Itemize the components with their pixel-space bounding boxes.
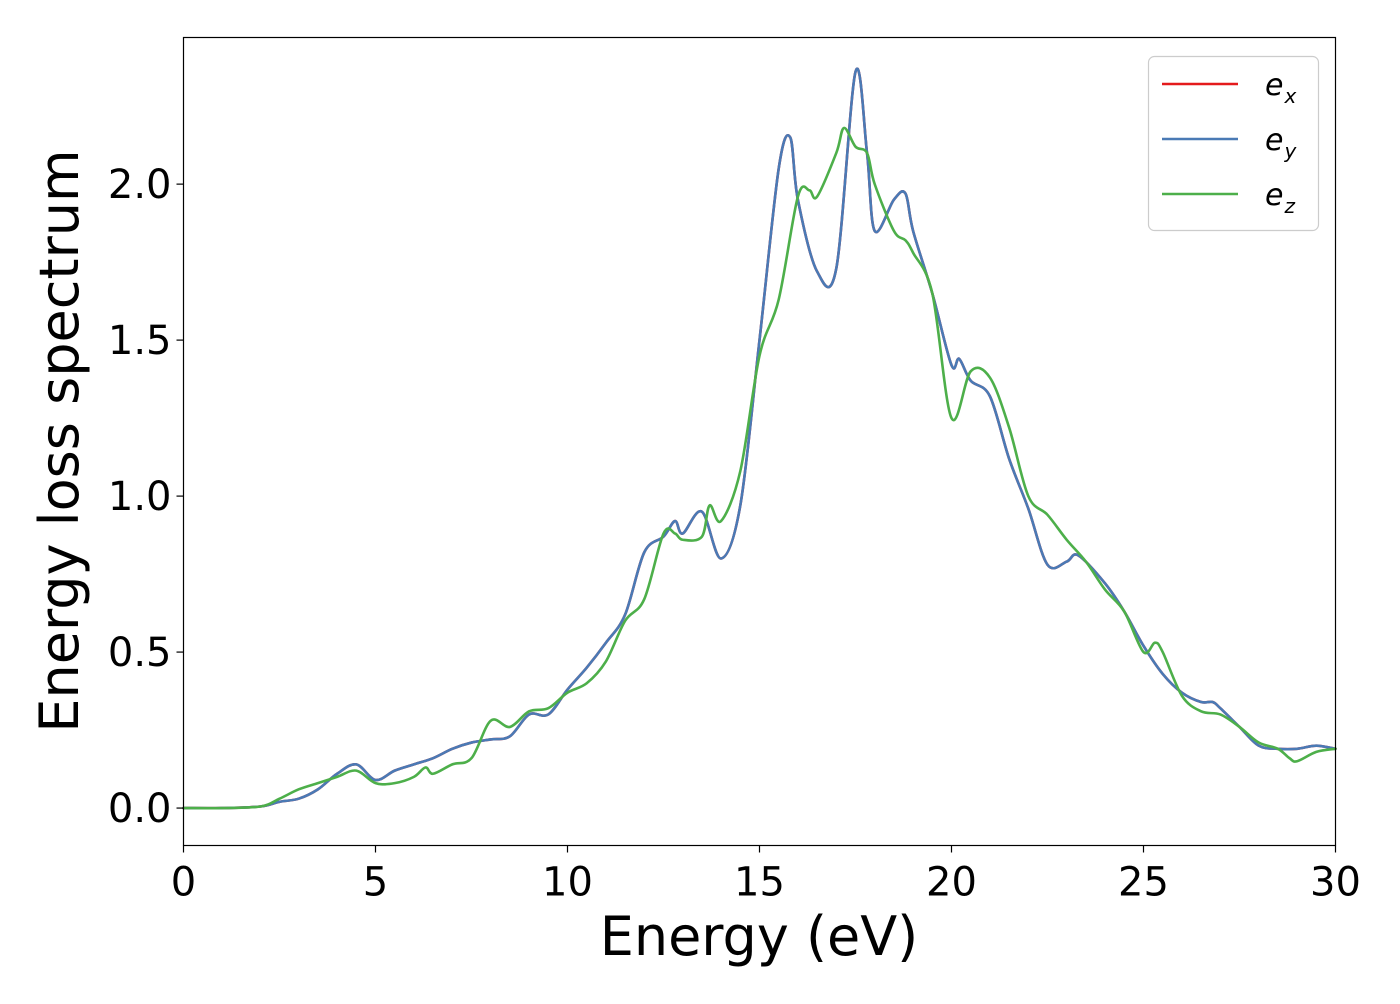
series-line-e-z xyxy=(182,126,1337,810)
legend-label-e-x: ex xyxy=(1265,68,1296,108)
legend: ex ey ez xyxy=(1147,55,1320,232)
x-tick-label: 20 xyxy=(926,860,977,906)
x-tick-label: 15 xyxy=(734,860,785,906)
y-tick-label: 2.0 xyxy=(108,162,172,208)
x-tick-label: 30 xyxy=(1310,860,1361,906)
y-axis-label: Energy loss spectrum xyxy=(28,149,91,732)
y-tick-label: 1.0 xyxy=(108,474,172,520)
x-tick-label: 0 xyxy=(171,860,196,906)
y-axis: 0.0 0.5 1.0 1.5 2.0 xyxy=(108,162,184,832)
plot-lines xyxy=(182,67,1337,810)
y-tick-label: 0.0 xyxy=(108,786,172,832)
y-tick-label: 0.5 xyxy=(108,630,172,676)
legend-items: ex ey ez xyxy=(1162,68,1297,218)
legend-box xyxy=(1147,55,1320,232)
x-axis-label: Energy (eV) xyxy=(600,905,919,968)
y-tick-label: 1.5 xyxy=(108,318,172,364)
series-line-e-y xyxy=(182,67,1337,810)
x-tick-label: 5 xyxy=(363,860,388,906)
legend-label-e-z: ez xyxy=(1265,178,1295,218)
x-tick-label: 25 xyxy=(1118,860,1169,906)
x-tick-label: 10 xyxy=(542,860,593,906)
x-axis: 0 5 10 15 20 25 30 xyxy=(171,845,1361,906)
legend-label-e-y: ey xyxy=(1265,123,1297,163)
